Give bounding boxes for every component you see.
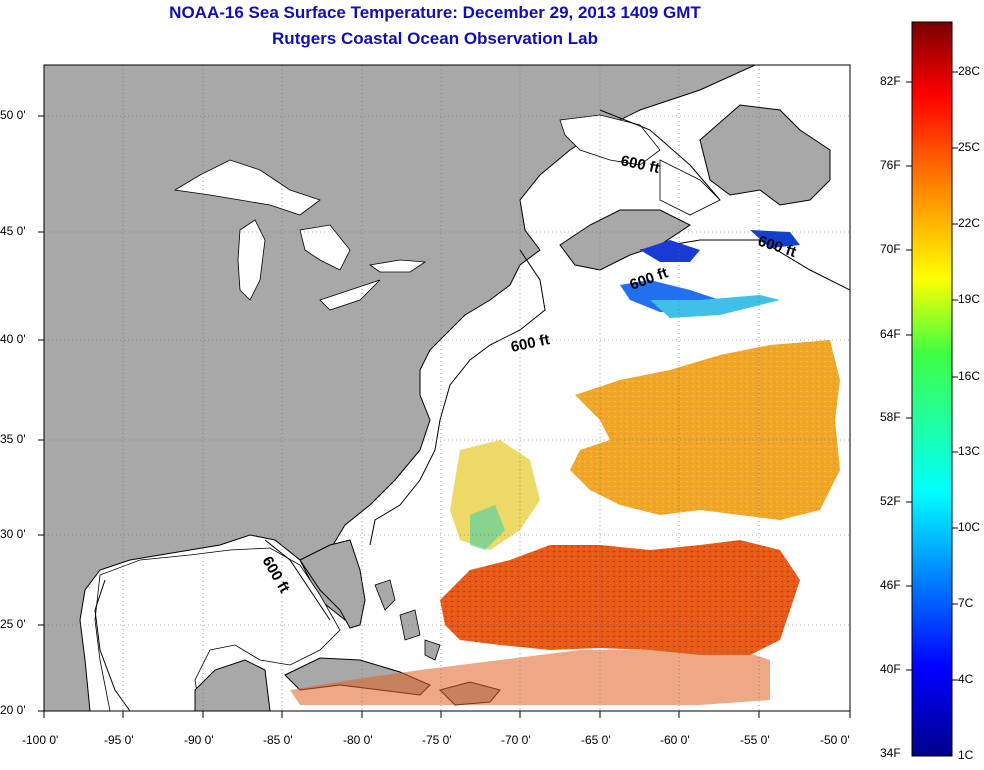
map-title: NOAA-16 Sea Surface Temperature: Decembe…	[169, 3, 701, 22]
lon-tick-label: -65 0'	[581, 733, 611, 747]
colorbar	[911, 21, 953, 757]
colorbar-label-f: 76F	[880, 158, 901, 172]
land-newfoundland	[699, 104, 831, 206]
map-area	[44, 65, 850, 711]
lon-tick-label: -60 0'	[660, 733, 690, 747]
land-yucatan	[194, 659, 271, 711]
colorbar-label-c: 16C	[958, 369, 981, 383]
isobath-600ft	[94, 109, 850, 711]
colorbar-label-c: 19C	[958, 292, 981, 306]
lat-tick-label: 40 0'	[0, 332, 26, 346]
lon-tick-label: -95 0'	[104, 733, 134, 747]
land-florida	[299, 539, 366, 629]
great-lakes	[173, 159, 427, 311]
warm-water-region	[440, 540, 800, 655]
lon-tick-label: -100 0'	[22, 733, 59, 747]
colorbar-label-f: 40F	[880, 662, 901, 676]
lon-tick-label: -70 0'	[501, 733, 531, 747]
colorbar-label-f: 52F	[880, 494, 901, 508]
lon-tick-label: -55 0'	[740, 733, 770, 747]
lon-tick-label: -50 0'	[820, 733, 850, 747]
colorbar-label-f: 34F	[880, 746, 901, 760]
colorbar-label-c: 7C	[958, 596, 974, 610]
colorbar-label-c: 4C	[958, 672, 974, 686]
map-frame	[43, 64, 851, 712]
lat-tick-label: 35 0'	[0, 432, 26, 446]
colorbar-label-f: 58F	[880, 410, 901, 424]
mild-water-region	[570, 340, 840, 520]
land-north-america	[44, 65, 756, 711]
lat-tick-label: 50 0'	[0, 108, 26, 122]
lat-tick-label: 25 0'	[0, 617, 26, 631]
lon-tick-label: -75 0'	[422, 733, 452, 747]
colorbar-label-f: 64F	[880, 327, 901, 341]
colorbar-label-f: 82F	[880, 74, 901, 88]
lat-tick-label: 20 0'	[0, 703, 26, 717]
map-subtitle: Rutgers Coastal Ocean Observation Lab	[272, 29, 598, 48]
lon-tick-label: -85 0'	[263, 733, 293, 747]
colorbar-label-c: 22C	[958, 216, 981, 230]
cold-water-patch	[620, 230, 800, 318]
land-nova-scotia	[559, 209, 691, 271]
colorbar-label-c: 10C	[958, 520, 981, 534]
lat-tick-label: 30 0'	[0, 527, 26, 541]
colorbar-label-f: 46F	[880, 578, 901, 592]
colorbar-label-c: 1C	[958, 748, 974, 762]
colorbar-label-f: 70F	[880, 242, 901, 256]
colorbar-label-c: 28C	[958, 64, 981, 78]
lon-tick-label: -90 0'	[184, 733, 214, 747]
colorbar-label-c: 25C	[958, 140, 981, 154]
lon-tick-label: -80 0'	[343, 733, 373, 747]
lat-tick-label: 45 0'	[0, 224, 26, 238]
colorbar-label-c: 13C	[958, 444, 981, 458]
